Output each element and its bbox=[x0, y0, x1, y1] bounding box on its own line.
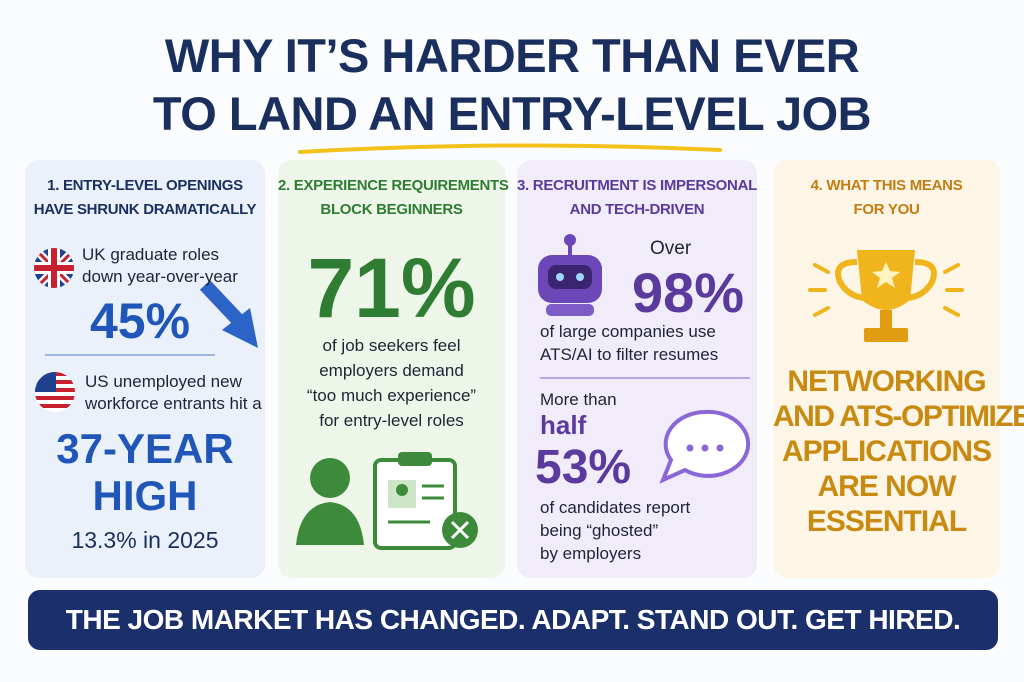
stat: 37-YEAR bbox=[56, 425, 234, 472]
text: of job seekers feel bbox=[322, 336, 461, 355]
panel bbox=[773, 160, 1000, 578]
stat: 53% bbox=[535, 441, 632, 494]
text: half bbox=[540, 410, 587, 440]
panel bbox=[25, 160, 265, 578]
text: ATS/AI to filter resumes bbox=[540, 345, 719, 364]
panel-heading: 1. ENTRY-LEVEL OPENINGS bbox=[47, 177, 243, 194]
text: employers demand bbox=[319, 361, 464, 380]
title: WHY IT’S HARDER THAN EVER bbox=[164, 29, 860, 82]
stat: HIGH bbox=[92, 472, 198, 519]
text: UK graduate roles bbox=[82, 245, 220, 264]
text: of candidates report bbox=[540, 498, 691, 517]
panel-heading: 4. WHAT THIS MEANS bbox=[810, 177, 963, 194]
text: by employers bbox=[540, 544, 642, 563]
text: US unemployed new bbox=[85, 372, 242, 391]
message: AND ATS-OPTIMIZED bbox=[773, 400, 1024, 433]
panel-heading: 2. EXPERIENCE REQUIREMENTS bbox=[278, 177, 509, 194]
text: for entry-level roles bbox=[319, 411, 464, 430]
panel-heading: HAVE SHRUNK DRAMATICALLY bbox=[33, 201, 257, 218]
message: APPLICATIONS bbox=[781, 435, 992, 468]
text: More than bbox=[540, 390, 617, 409]
text: being “ghosted” bbox=[540, 521, 659, 540]
text: Over bbox=[650, 238, 692, 259]
message: ESSENTIAL bbox=[806, 505, 967, 538]
panel-heading: BLOCK BEGINNERS bbox=[320, 201, 463, 218]
message: ARE NOW bbox=[817, 470, 957, 503]
text: down year-over-year bbox=[82, 267, 238, 286]
stat: 45% bbox=[90, 293, 191, 349]
text: “too much experience” bbox=[306, 386, 477, 405]
title: TO LAND AN ENTRY-LEVEL JOB bbox=[152, 87, 872, 140]
stat: 71% bbox=[307, 241, 476, 335]
panel bbox=[517, 160, 757, 578]
panel-heading: 3. RECRUITMENT IS IMPERSONAL bbox=[517, 177, 757, 194]
message: NETWORKING bbox=[787, 365, 986, 398]
stat-note: 13.3% in 2025 bbox=[71, 527, 219, 553]
panel-heading: AND TECH-DRIVEN bbox=[569, 201, 705, 218]
text: workforce entrants hit a bbox=[85, 394, 262, 413]
text: of large companies use bbox=[540, 322, 716, 341]
banner-text: THE JOB MARKET HAS CHANGED. ADAPT. STAND… bbox=[65, 604, 961, 635]
panel-heading: FOR YOU bbox=[853, 201, 920, 218]
stat: 98% bbox=[632, 261, 745, 324]
